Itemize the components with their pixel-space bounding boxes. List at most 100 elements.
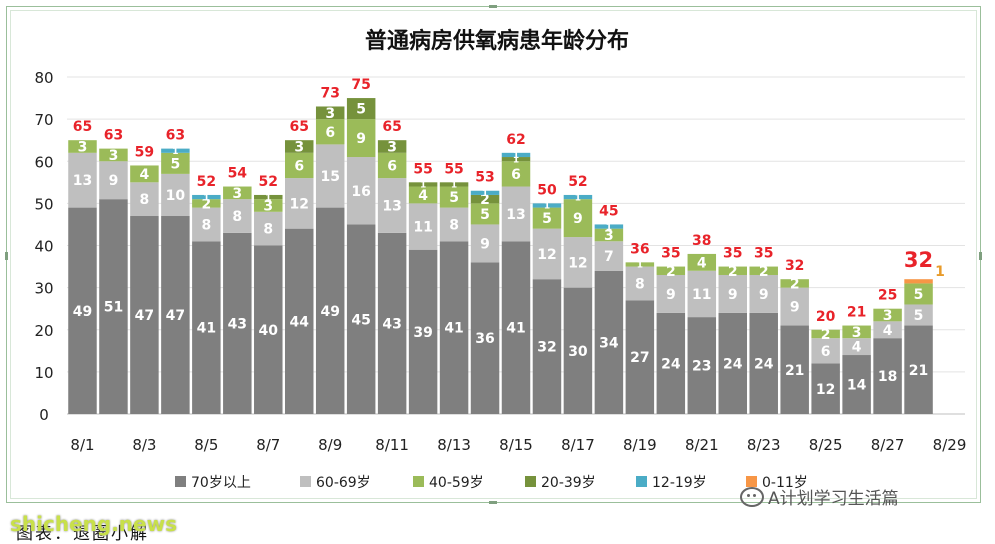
- bar-segment: [99, 148, 128, 162]
- bar-segment: [161, 152, 190, 174]
- chart-frame-inner: [10, 10, 977, 499]
- bar-segment: [377, 178, 407, 233]
- bar-segment: [408, 186, 438, 204]
- bar-segment: [470, 203, 500, 225]
- bar-segment: [594, 241, 624, 271]
- segment-label: 24: [723, 356, 743, 372]
- x-tick-label: 8/13: [437, 436, 471, 454]
- segment-label: 3: [109, 148, 119, 164]
- segment-label: 2: [821, 327, 831, 343]
- segment-label: 49: [73, 304, 92, 320]
- segment-label: 1: [544, 202, 550, 212]
- bar-segment: [254, 211, 283, 246]
- bar-segment: [780, 325, 809, 414]
- segment-label: 45: [351, 312, 370, 328]
- segment-label: 27: [630, 350, 649, 366]
- total-label: 45: [599, 203, 618, 219]
- segment-label: 44: [289, 314, 309, 330]
- segment-label: 12: [537, 247, 556, 263]
- bar-segment: [284, 152, 314, 179]
- segment-label: 47: [166, 308, 185, 324]
- bar-segment: [470, 190, 500, 195]
- bar-segment: [346, 224, 376, 414]
- segment-label: 16: [351, 184, 370, 200]
- bar-segment: [192, 207, 221, 242]
- total-label: 52: [259, 174, 278, 190]
- segment-label: 34: [599, 335, 619, 351]
- segment-label: 3: [387, 140, 397, 156]
- x-tick-label: 8/17: [561, 436, 595, 454]
- bar-segment: [408, 182, 438, 187]
- bar-segment: [532, 228, 562, 280]
- segment-label: 13: [382, 199, 401, 215]
- total-label: 65: [382, 119, 401, 135]
- bar-segment: [377, 140, 407, 153]
- bar-segment: [842, 338, 871, 356]
- segment-label: 6: [325, 125, 335, 141]
- bar-segment: [130, 165, 159, 183]
- segment-label: 3: [294, 140, 304, 156]
- segment-label: 9: [790, 300, 800, 316]
- segment-label: 2: [759, 264, 769, 280]
- y-tick-label: 80: [34, 69, 53, 87]
- resize-handle-right[interactable]: [979, 252, 982, 260]
- total-label: 20: [816, 309, 836, 325]
- total-label: 21: [847, 305, 866, 321]
- figure-caption: 图表：退圈小解: [16, 524, 149, 544]
- legend-swatch: [413, 476, 424, 487]
- segment-label: 51: [104, 300, 123, 316]
- legend-swatch: [746, 476, 757, 487]
- segment-label: 1: [637, 261, 643, 271]
- x-tick-label: 8/29: [933, 436, 967, 454]
- total-label: 65: [289, 119, 308, 135]
- bar-segment: [873, 321, 902, 339]
- bar-segment: [408, 249, 438, 414]
- bar-segment: [563, 237, 593, 288]
- bar-segment: [68, 207, 97, 414]
- legend-swatch: [300, 476, 311, 487]
- x-tick-label: 8/5: [194, 436, 218, 454]
- segment-label: 4: [418, 188, 428, 204]
- segment-label: 1: [482, 189, 488, 199]
- total-label: 35: [723, 246, 742, 262]
- bar-segment: [346, 157, 376, 225]
- bar-segment: [223, 232, 252, 414]
- resize-handle-top[interactable]: [489, 5, 497, 8]
- bar-segment: [254, 245, 283, 414]
- bar-segment: [439, 207, 469, 242]
- legend-swatch: [525, 476, 536, 487]
- segment-label: 11: [692, 287, 711, 303]
- total-label: 52: [197, 174, 216, 190]
- x-tick-label: 8/23: [747, 436, 781, 454]
- segment-label: 3: [852, 325, 862, 341]
- total-label: 59: [135, 144, 154, 160]
- total-label: 75: [351, 77, 370, 93]
- total-label: 55: [413, 161, 432, 177]
- bar-segment: [873, 308, 902, 322]
- segment-label: 1: [420, 181, 426, 191]
- bar-segment: [749, 266, 778, 275]
- segment-label: 2: [790, 276, 800, 292]
- legend-label: 60-69岁: [316, 475, 371, 491]
- resize-handle-bottom[interactable]: [489, 501, 497, 504]
- bar-segment: [594, 224, 624, 229]
- segment-label: 36: [475, 331, 494, 347]
- y-tick-label: 70: [34, 111, 53, 129]
- segment-label: 9: [356, 131, 366, 147]
- bar-segment: [842, 355, 871, 414]
- bar-segment: [161, 173, 190, 217]
- bar-segment: [68, 140, 97, 153]
- segment-label: 5: [914, 308, 924, 324]
- bar-segment: [904, 279, 933, 284]
- x-tick-label: 8/21: [685, 436, 719, 454]
- resize-handle-left[interactable]: [5, 252, 8, 260]
- bar-segment: [254, 194, 283, 200]
- segment-label: 9: [480, 236, 490, 252]
- bar-segment: [315, 119, 345, 145]
- segment-label: 9: [759, 287, 769, 303]
- x-tick-label: 8/27: [871, 436, 905, 454]
- x-tick-label: 8/9: [318, 436, 342, 454]
- segment-label: 14: [847, 378, 867, 394]
- x-tick-label: 8/1: [70, 436, 94, 454]
- legend-label: 0-11岁: [762, 475, 808, 491]
